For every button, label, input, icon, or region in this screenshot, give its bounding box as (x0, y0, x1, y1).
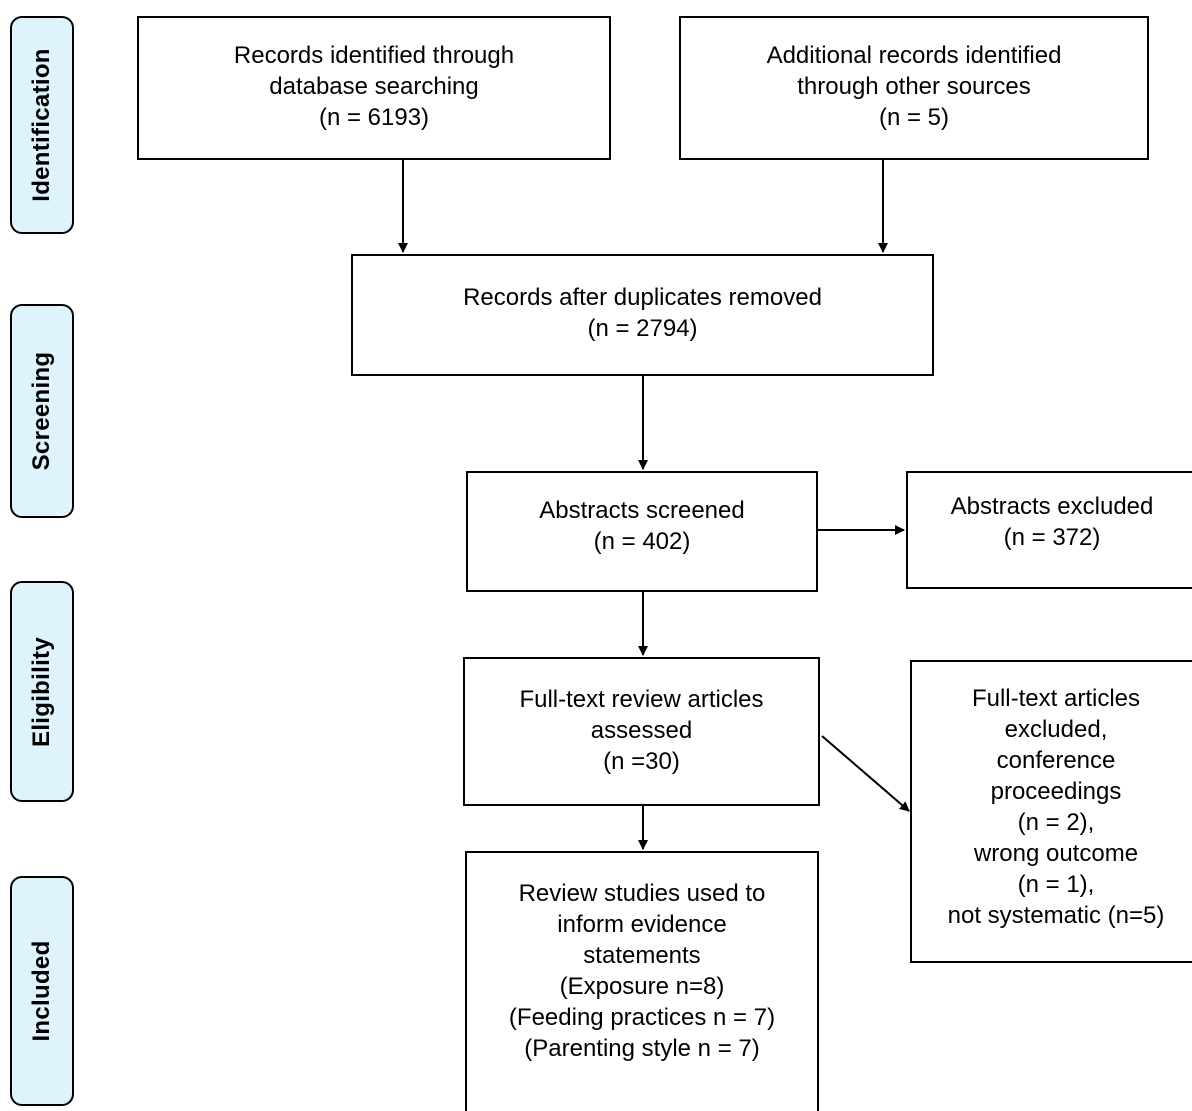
box-line: conference (996, 747, 1116, 774)
box-line: wrong outcome (973, 840, 1139, 867)
other-sources-box: Additional records identified through ot… (679, 16, 1149, 160)
database-records-box: Records identified through database sear… (137, 16, 611, 160)
box-line: not systematic (n=5) (947, 902, 1165, 929)
box-line: inform evidence (557, 911, 727, 938)
box-line: (n = 2794) (587, 315, 698, 342)
box-line: Additional records identified (766, 42, 1062, 69)
box-line: Review studies used to (518, 880, 766, 907)
box-line: (n = 2), (1017, 809, 1095, 836)
box-line: database searching (269, 73, 479, 100)
box-line: statements (583, 942, 701, 969)
box-line: (Feeding practices n = 7) (508, 1004, 776, 1031)
box-line: (n = 6193) (318, 104, 430, 131)
box-line: Records identified through (233, 42, 515, 69)
box-line: assessed (590, 717, 693, 744)
phase-screening-label: Screening (28, 351, 55, 471)
phase-identification-label: Identification (28, 48, 55, 202)
phase-screening: Screening (10, 304, 74, 518)
abstracts-excluded-box: Abstracts excluded (n = 372) (906, 471, 1192, 589)
phase-eligibility: Eligibility (10, 581, 74, 802)
box-line: (Exposure n=8) (559, 973, 725, 1000)
box-line: (n = 1), (1017, 871, 1095, 898)
box-line: (n =30) (603, 748, 680, 775)
box-line: proceedings (990, 778, 1122, 805)
phase-included-label: Included (28, 940, 55, 1042)
fulltext-excluded-box: Full-text articles excluded, conference … (910, 660, 1192, 963)
box-line: Abstracts excluded (950, 493, 1154, 520)
included-studies-box: Review studies used to inform evidence s… (465, 851, 819, 1111)
box-line: Full-text articles (971, 685, 1141, 712)
abstracts-screened-box: Abstracts screened (n = 402) (466, 471, 818, 592)
box-line: Records after duplicates removed (463, 284, 822, 311)
fulltext-assessed-box: Full-text review articles assessed (n =3… (463, 657, 820, 806)
box-line: (n = 402) (593, 528, 691, 555)
arrow-fulltext-to-excluded (821, 735, 910, 812)
box-line: (n = 5) (878, 104, 950, 131)
duplicates-removed-box: Records after duplicates removed (n = 27… (351, 254, 934, 376)
box-line: (n = 372) (1003, 524, 1101, 551)
phase-included: Included (10, 876, 74, 1106)
box-line: Abstracts screened (539, 497, 745, 524)
phase-identification: Identification (10, 16, 74, 234)
phase-eligibility-label: Eligibility (28, 636, 55, 747)
box-line: excluded, (1004, 716, 1108, 743)
box-line: (Parenting style n = 7) (524, 1035, 760, 1062)
box-line: through other sources (797, 73, 1031, 100)
box-line: Full-text review articles (519, 686, 764, 713)
